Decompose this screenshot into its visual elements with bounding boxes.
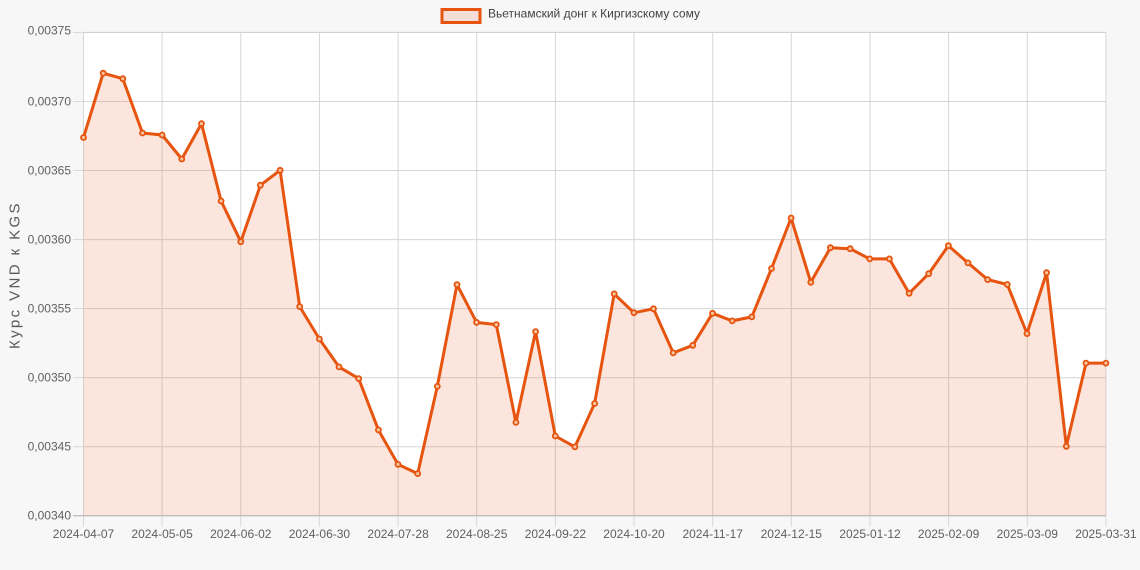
svg-text:0,00340: 0,00340 xyxy=(28,509,72,523)
svg-text:Курс VND к KGS: Курс VND к KGS xyxy=(7,201,24,349)
svg-text:0,00365: 0,00365 xyxy=(28,163,72,177)
svg-text:2024-07-28: 2024-07-28 xyxy=(367,527,429,541)
svg-text:2025-01-12: 2025-01-12 xyxy=(839,527,901,541)
svg-text:0,00360: 0,00360 xyxy=(28,232,72,246)
svg-text:0,00355: 0,00355 xyxy=(28,301,72,315)
svg-text:0,00375: 0,00375 xyxy=(28,24,72,38)
svg-text:2024-06-30: 2024-06-30 xyxy=(289,527,351,541)
svg-text:2024-08-25: 2024-08-25 xyxy=(446,527,508,541)
svg-text:2024-05-05: 2024-05-05 xyxy=(131,527,193,541)
svg-text:0,00350: 0,00350 xyxy=(28,371,72,385)
svg-text:2025-02-09: 2025-02-09 xyxy=(918,527,980,541)
svg-text:2025-03-09: 2025-03-09 xyxy=(997,527,1059,541)
svg-text:0,00345: 0,00345 xyxy=(28,440,72,454)
svg-text:0,00370: 0,00370 xyxy=(28,94,72,108)
svg-text:2024-12-15: 2024-12-15 xyxy=(761,527,823,541)
svg-text:2024-09-22: 2024-09-22 xyxy=(525,527,587,541)
svg-text:2024-11-17: 2024-11-17 xyxy=(682,527,743,541)
svg-text:2024-10-20: 2024-10-20 xyxy=(603,527,665,541)
svg-text:2024-06-02: 2024-06-02 xyxy=(210,527,272,541)
svg-text:Вьетнамский донг к Киргизскому: Вьетнамский донг к Киргизскому сому xyxy=(488,6,700,20)
svg-text:2025-03-31: 2025-03-31 xyxy=(1075,527,1137,541)
svg-text:2024-04-07: 2024-04-07 xyxy=(53,527,115,541)
